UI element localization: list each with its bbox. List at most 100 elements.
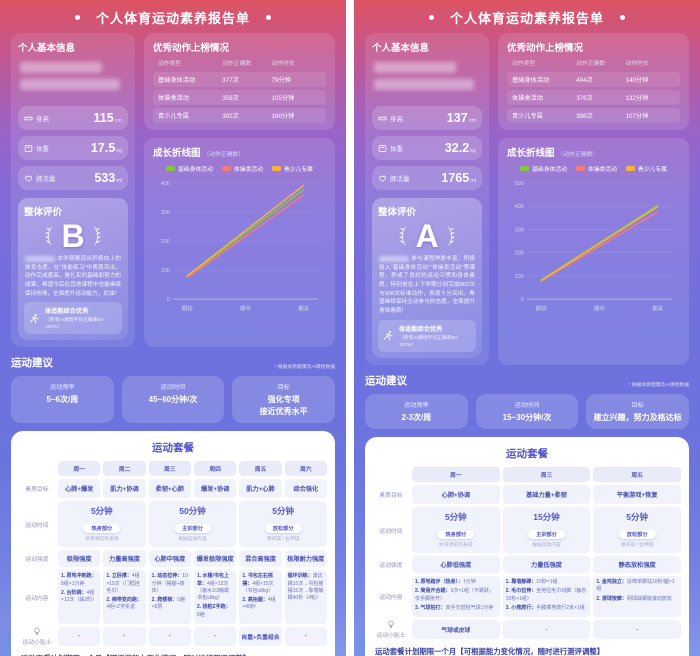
ranking-cell: 140分钟: [625, 77, 649, 84]
legend-color-chip: [271, 166, 281, 171]
fitness-badge-subtitle: （所有AI课程平均正确率80-100%）: [399, 335, 459, 348]
stat-value-number: 137: [446, 111, 468, 125]
ruler-icon: [378, 114, 387, 123]
stat-label: 体重: [24, 143, 49, 153]
plan-footer: 运动套餐计划期限一个月【可根据能力变化情况，随时进行测评调整】1. 套餐运动频率…: [19, 653, 327, 656]
svg-text:期末: 期末: [298, 304, 309, 312]
plan-content-item: 1. 原地冲刺跑：8组×1分钟: [61, 573, 97, 588]
plan-footer-title: 运动套餐计划期限一个月【可根据能力变化情况，随时进行测评调整】: [375, 647, 605, 656]
plan-time-cell: 15分钟 主训部分 根据运动内容: [502, 507, 591, 554]
plan-tips-label: 运动小贴士: [19, 627, 55, 646]
advice-card-label: 运动时间: [160, 384, 186, 392]
fitness-badge-title: 体适能综合优秀: [45, 308, 89, 316]
plan-tip-cell: -: [284, 626, 327, 646]
plan-intensity-cell: 力量高强度: [103, 550, 146, 568]
ranking-header-cell: 动作类型: [158, 61, 182, 67]
svg-text:期末: 期末: [652, 304, 663, 312]
plan-content-label: 运动内容: [379, 595, 403, 602]
plan-goal-cell: 肌力+协调: [103, 479, 146, 499]
exercise-plan-card: 运动套餐 周一 周三 周五 素质目标 心肺+协调 基础力量+柔韧 平衡游戏+恢复 运动时间 5分钟…: [365, 437, 689, 656]
stat-label-text: 身高: [390, 116, 403, 123]
plan-time-cell: 5分钟 放松部分 课间操 / 拉伸操: [239, 501, 327, 548]
title-dot: [428, 15, 434, 20]
plan-table: 周一 周三 周五 素质目标 心肺+协调 基础力量+柔韧 平衡游戏+恢复 运动时间 5分钟 热身部分…: [373, 467, 681, 640]
chart-heading-row: 成长折线图 （动作正确数）: [153, 145, 326, 159]
bulb-icon: [387, 620, 395, 629]
advice-note: * 根据体质健康及AI课程数据: [628, 382, 690, 388]
plan-time-part-pill: 主训部分: [174, 524, 211, 534]
plan-intensity-label: 运动强度: [25, 557, 49, 564]
plan-content-item: 循环训练：波比跳15次→书包摇摆15次→靠墙静蹲40秒（4轮）: [288, 573, 324, 602]
plan-content-item: 1. 靠墙静蹲：10秒×1组: [506, 579, 588, 586]
redacted-name-line: [20, 79, 120, 90]
advice-card-1: 运动时间 15~30分钟/次: [475, 393, 579, 430]
plan-goal-cell: 心肺+协调: [412, 485, 500, 505]
plan-day-header: 周四: [193, 461, 237, 477]
plan-content-item-name: 3. 气球拍打：: [415, 604, 446, 611]
stat-label: 肺活量: [378, 173, 410, 183]
plan-day-header: 周二: [103, 461, 146, 477]
scale-icon: [378, 144, 387, 153]
ranking-cell: 359次: [222, 95, 239, 102]
plan-content-item-detail: 双手交替拍气球1分钟: [445, 604, 494, 611]
plan-time-pill-wrap: 热身部分: [414, 523, 498, 541]
report-panel-left: 个人体育运动素养报告单 个人基本信息 身高 115cm 体重 17.5kg 肺活量 533ml…: [0, 0, 346, 656]
advice-card-0: 运动频率 2-3次/周: [365, 393, 468, 430]
ranking-cell: 376次: [576, 95, 593, 102]
plan-time-pill-wrap: 热身部分: [60, 517, 144, 535]
table-row: 青少儿专属 398次 107分钟: [507, 108, 680, 123]
plan-content-item-name: 2. 滚球按摩：: [596, 595, 627, 602]
legend-item: 基础身体活动: [166, 164, 213, 173]
evaluation-text: 参与课程种类丰富，积极投入“基础身体活动”“体操类活动”等课程，养成了良好的运动…: [379, 255, 475, 316]
stat-label-text: 肺活量: [390, 176, 410, 183]
plan-content-item: 1. 金鸡独立：扶椅单脚站10秒/腿×1组: [596, 579, 678, 594]
plan-content-item-name: 1. 原地踏步（热身）：: [415, 579, 464, 586]
stat-unit: ml: [116, 178, 122, 184]
plan-title: 运动套餐: [152, 442, 194, 455]
bulb-icon: [33, 627, 41, 636]
svg-text:300: 300: [515, 227, 524, 233]
plan-intensity-cell: 心肺低强度: [412, 556, 500, 574]
legend-item: 青少儿专属: [271, 164, 313, 173]
report-title-row: 个人体育运动素养报告单: [11, 3, 335, 33]
plan-content-item: 1. 动态拉伸：10分钟（摆腿+转体）: [152, 573, 188, 595]
svg-text:400: 400: [161, 181, 170, 187]
plan-content-item-detail: 网球踩脚底滚动放松: [626, 595, 672, 602]
stat-value: 533ml: [94, 171, 122, 185]
plan-content-item-detail: 手膝撑地爬行2米×1组: [536, 604, 585, 611]
plan-content-item: 2. 高抬腿：4组×40秒: [242, 597, 278, 612]
chart-legend: 基础身体活动 体操类活动 青少儿专属: [507, 164, 680, 173]
table-row: 体操类活动 376次 132分钟: [507, 90, 680, 105]
plan-goal-cell: 柔韧+心肺: [148, 479, 191, 499]
growth-chart-card: 成长折线图 （动作正确数） 基础身体活动 体操类活动 青少儿专属 0 100 200 300 40…: [498, 138, 689, 365]
plan-content-item-detail: 6次×1组（不跳跃，仅手脚张开）: [415, 588, 495, 602]
plan-goal-cell: 平衡游戏+恢复: [593, 485, 681, 505]
plan-content-item: 2. 爬楼梯：5趟×8层: [152, 597, 188, 612]
plan-intensity-cell: 力量低强度: [502, 556, 591, 574]
plan-tip-cell: -: [148, 626, 191, 646]
stat-value: 1765ml: [441, 171, 476, 185]
plan-time-duration: 15分钟: [533, 512, 560, 523]
report-panel-right: 个人体育运动素养报告单 个人基本信息 身高 137cm 体重 32.2kg 肺活量 1765m…: [354, 0, 700, 656]
plan-content-cell: 1. 靠墙静蹲：10秒×1组 2. 毛巾拉伸：坐地拉毛巾勾脚（静态10秒×1组） 3…: [502, 576, 591, 618]
plan-intensity-cell: 爆发极限强度: [193, 550, 237, 568]
ranking-heading: 优秀动作上榜情况: [507, 43, 584, 54]
advice-card-value: 2-3次/周: [401, 412, 432, 422]
stat-unit: ml: [470, 178, 476, 184]
ranking-header-cell: 动作时长: [625, 61, 649, 67]
plan-tip-cell: -: [193, 626, 237, 646]
table-row: 体操类活动 359次 105分钟: [153, 90, 326, 105]
runner-icon: [29, 313, 40, 324]
plan-goal-cell: 肌力+心肺: [239, 479, 282, 499]
plan-content-item-name: 1. 书包左右摇摆：: [242, 573, 273, 587]
plan-footer-title: 运动套餐计划期限一个月【可根据能力变化情况，随时进行测评调整】: [21, 653, 325, 656]
redacted-name: [374, 62, 480, 96]
scale-icon: [24, 144, 33, 153]
plan-content-item-detail: 扶椅单脚站10秒/腿×1组: [596, 579, 675, 593]
evaluation-text-body: 本学期展现出积极向上的体育态度，在“体能练习”中表现突出，动作完成度高，是扎实的…: [25, 256, 121, 297]
plan-content-item-detail: 4组×Z字折返: [106, 604, 136, 611]
plan-content-item-name: 1. 原地冲刺跑：: [61, 573, 97, 580]
advice-card-value: 接近优秀水平: [259, 406, 308, 416]
plan-content-item-detail: 4组×12次（装水1/3桶或书包≤8kg）: [196, 580, 229, 602]
